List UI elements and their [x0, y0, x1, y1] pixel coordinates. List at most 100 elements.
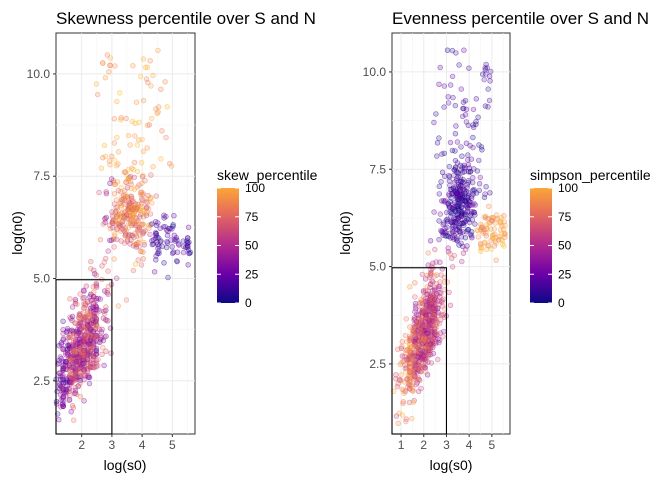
data-point [101, 288, 108, 294]
data-point [395, 420, 401, 426]
data-point [399, 412, 406, 418]
data-point [118, 184, 125, 191]
data-point [430, 350, 437, 357]
data-point [144, 145, 150, 151]
data-point [112, 63, 118, 69]
data-point [56, 357, 62, 364]
data-point [109, 219, 115, 226]
data-point [185, 262, 191, 268]
data-point [460, 105, 467, 112]
data-point [91, 365, 98, 371]
data-point [156, 248, 162, 255]
skew-chart-title: Skewness percentile over S and N [56, 9, 316, 28]
data-point [451, 252, 457, 259]
data-point [477, 174, 483, 181]
data-point [449, 47, 456, 54]
data-point [132, 261, 139, 267]
data-point [398, 372, 404, 378]
data-point [426, 353, 432, 359]
y-tick-label: 10.0 [27, 67, 51, 81]
data-point [470, 144, 476, 151]
data-point [93, 351, 100, 358]
data-point [165, 228, 171, 235]
data-point [69, 304, 76, 310]
data-point [429, 278, 435, 284]
data-point [462, 190, 468, 196]
data-point [432, 246, 438, 253]
data-point [437, 64, 443, 71]
data-point [98, 165, 105, 171]
data-point [69, 317, 75, 324]
data-point [479, 147, 485, 153]
data-point [72, 320, 79, 327]
data-point [142, 64, 149, 71]
skew-legend-colorbar [217, 188, 239, 303]
data-point [436, 81, 442, 88]
legend-tick-label: 25 [245, 267, 259, 281]
data-point [437, 211, 443, 217]
data-point [116, 90, 123, 96]
data-point [73, 372, 80, 378]
data-point [123, 297, 130, 303]
data-point [139, 203, 145, 210]
data-point [100, 155, 106, 161]
data-point [111, 244, 117, 250]
data-point [452, 167, 458, 173]
data-point [108, 176, 115, 182]
skew-y-ticks: 2.5 5.0 7.5 10.0 [27, 67, 56, 388]
data-point [104, 288, 111, 294]
data-point [447, 302, 454, 308]
data-point [85, 332, 91, 338]
data-point [107, 162, 113, 168]
data-point [419, 322, 426, 329]
data-point [463, 202, 469, 209]
data-point [65, 352, 71, 358]
data-point [128, 181, 134, 187]
data-point [134, 228, 141, 234]
data-point [96, 189, 102, 196]
data-point [158, 86, 164, 93]
data-point [436, 218, 442, 224]
data-point [435, 356, 441, 363]
data-point [155, 220, 161, 226]
data-point [132, 133, 138, 139]
data-point [85, 345, 92, 352]
data-point [410, 399, 416, 405]
data-point [418, 385, 424, 392]
data-point [115, 149, 122, 155]
data-point [133, 99, 140, 105]
data-point [164, 244, 170, 251]
data-point [104, 52, 111, 58]
data-point [80, 295, 86, 302]
data-point [125, 132, 132, 139]
data-point [130, 62, 136, 69]
data-point [481, 76, 487, 83]
x-tick-label: 1 [398, 438, 405, 452]
data-point [412, 294, 418, 300]
data-point [393, 413, 400, 419]
data-point [73, 359, 79, 365]
data-point [437, 294, 443, 300]
data-point [431, 209, 437, 215]
data-point [79, 319, 85, 325]
data-point [462, 97, 469, 104]
data-point [96, 308, 103, 314]
data-point [486, 97, 493, 104]
data-point [482, 103, 489, 109]
data-point [123, 115, 129, 122]
data-point [485, 86, 491, 92]
data-point [448, 186, 455, 193]
data-point [419, 271, 425, 278]
data-point [427, 238, 434, 244]
data-point [469, 202, 476, 208]
data-point [149, 221, 155, 227]
data-point [186, 250, 193, 257]
data-point [476, 181, 483, 187]
data-point [147, 58, 153, 64]
data-point [411, 373, 417, 380]
data-point [412, 300, 419, 307]
data-point [80, 337, 86, 344]
data-point [106, 69, 112, 75]
data-point [100, 337, 107, 344]
data-point [68, 409, 74, 415]
